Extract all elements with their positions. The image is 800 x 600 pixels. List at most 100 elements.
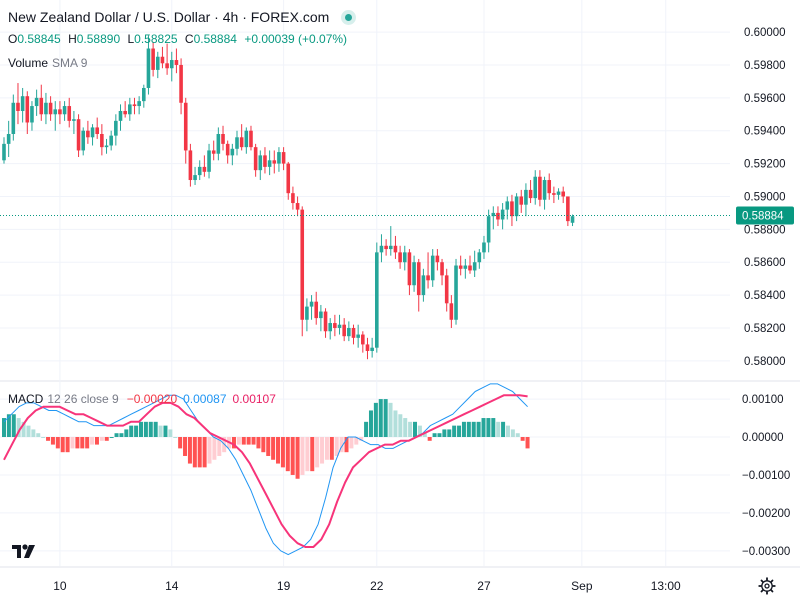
candle-body[interactable] xyxy=(132,104,137,107)
candle-body[interactable] xyxy=(491,212,496,217)
candle-body[interactable] xyxy=(421,275,426,296)
macd-legend[interactable]: MACD 12 26 close 9 −0.00020 0.00087 0.00107 xyxy=(8,392,276,406)
candle-body[interactable] xyxy=(169,60,174,69)
candle-body[interactable] xyxy=(486,216,491,243)
candle-body[interactable] xyxy=(463,265,468,269)
candle-body[interactable] xyxy=(25,96,30,123)
candle-body[interactable] xyxy=(146,48,151,88)
candle-body[interactable] xyxy=(86,130,90,138)
candle-body[interactable] xyxy=(314,301,319,319)
candle-body[interactable] xyxy=(552,193,556,195)
candle-body[interactable] xyxy=(393,245,398,253)
macd-name[interactable]: MACD xyxy=(8,392,44,406)
candle-body[interactable] xyxy=(109,135,113,146)
candle-body[interactable] xyxy=(253,147,258,171)
candle-body[interactable] xyxy=(48,102,53,115)
candle-body[interactable] xyxy=(20,96,25,111)
candle-body[interactable] xyxy=(193,175,197,181)
candle-body[interactable] xyxy=(305,306,309,320)
candle-body[interactable] xyxy=(123,110,127,115)
candle-body[interactable] xyxy=(30,106,34,123)
candle-body[interactable] xyxy=(300,209,305,320)
candle-body[interactable] xyxy=(570,216,575,223)
candle-body[interactable] xyxy=(449,303,454,320)
candle-body[interactable] xyxy=(67,106,72,121)
candle-body[interactable] xyxy=(361,334,365,345)
candle-body[interactable] xyxy=(319,311,323,319)
candle-body[interactable] xyxy=(258,155,263,171)
candle-body[interactable] xyxy=(342,324,346,337)
candle-body[interactable] xyxy=(221,134,225,144)
candle-body[interactable] xyxy=(95,127,99,134)
candle-body[interactable] xyxy=(137,101,141,107)
candle-body[interactable] xyxy=(155,56,160,70)
candle-body[interactable] xyxy=(76,119,81,151)
candle-body[interactable] xyxy=(249,130,253,148)
candle-body[interactable] xyxy=(435,255,440,263)
candle-body[interactable] xyxy=(104,145,109,148)
candle-body[interactable] xyxy=(356,334,360,338)
volume-params[interactable]: SMA 9 xyxy=(52,56,88,70)
candle-body[interactable] xyxy=(500,209,505,220)
candle-body[interactable] xyxy=(468,265,472,271)
volume-legend[interactable]: Volume SMA 9 xyxy=(8,56,87,70)
candle-body[interactable] xyxy=(416,262,421,296)
candle-body[interactable] xyxy=(542,180,547,200)
candle-body[interactable] xyxy=(528,189,533,199)
candle-body[interactable] xyxy=(39,97,44,115)
candle-body[interactable] xyxy=(53,109,58,115)
candle-body[interactable] xyxy=(365,344,370,351)
candle-body[interactable] xyxy=(58,109,62,115)
candle-body[interactable] xyxy=(430,255,435,281)
candle-body[interactable] xyxy=(519,196,524,205)
candle-body[interactable] xyxy=(197,166,202,176)
candle-body[interactable] xyxy=(211,150,216,154)
symbol-title[interactable]: New Zealand Dollar / U.S. Dollar · 4h · … xyxy=(8,9,330,25)
candle-body[interactable] xyxy=(524,189,528,205)
candle-body[interactable] xyxy=(351,327,356,338)
candle-body[interactable] xyxy=(183,102,188,151)
volume-name[interactable]: Volume xyxy=(8,56,49,70)
gear-icon[interactable] xyxy=(758,577,776,595)
candle-body[interactable] xyxy=(230,148,235,156)
candle-body[interactable] xyxy=(16,102,20,111)
candle-body[interactable] xyxy=(207,150,211,172)
candle-body[interactable] xyxy=(472,262,477,271)
candle-body[interactable] xyxy=(244,130,249,148)
candle-body[interactable] xyxy=(547,180,552,194)
macd-line[interactable] xyxy=(3,383,528,556)
signal-line[interactable] xyxy=(3,394,528,548)
candle-body[interactable] xyxy=(160,56,165,64)
candle-body[interactable] xyxy=(426,275,430,281)
candle-body[interactable] xyxy=(267,160,272,167)
candle-body[interactable] xyxy=(34,97,39,107)
candle-body[interactable] xyxy=(496,212,500,220)
candle-body[interactable] xyxy=(538,176,542,200)
candle-body[interactable] xyxy=(281,152,286,164)
candle-body[interactable] xyxy=(114,120,118,136)
candle-body[interactable] xyxy=(375,252,379,348)
candle-body[interactable] xyxy=(295,203,300,210)
candle-body[interactable] xyxy=(179,64,183,103)
candle-body[interactable] xyxy=(90,127,95,138)
candle-body[interactable] xyxy=(142,87,146,102)
candle-body[interactable] xyxy=(384,245,388,250)
macd-pane[interactable] xyxy=(2,383,530,556)
candle-body[interactable] xyxy=(128,104,132,115)
candle-body[interactable] xyxy=(454,265,458,320)
candle-body[interactable] xyxy=(440,262,444,276)
candle-body[interactable] xyxy=(81,130,86,151)
candle-body[interactable] xyxy=(337,324,342,328)
candle-body[interactable] xyxy=(118,110,123,121)
candle-body[interactable] xyxy=(62,106,67,115)
candle-body[interactable] xyxy=(100,134,104,148)
candle-body[interactable] xyxy=(505,201,510,210)
candle-body[interactable] xyxy=(44,102,48,115)
candle-body[interactable] xyxy=(6,134,11,144)
candle-body[interactable] xyxy=(556,191,561,195)
candle-body[interactable] xyxy=(458,265,463,269)
candle-body[interactable] xyxy=(2,143,6,161)
candle-body[interactable] xyxy=(407,252,412,286)
candle-body[interactable] xyxy=(533,176,538,199)
